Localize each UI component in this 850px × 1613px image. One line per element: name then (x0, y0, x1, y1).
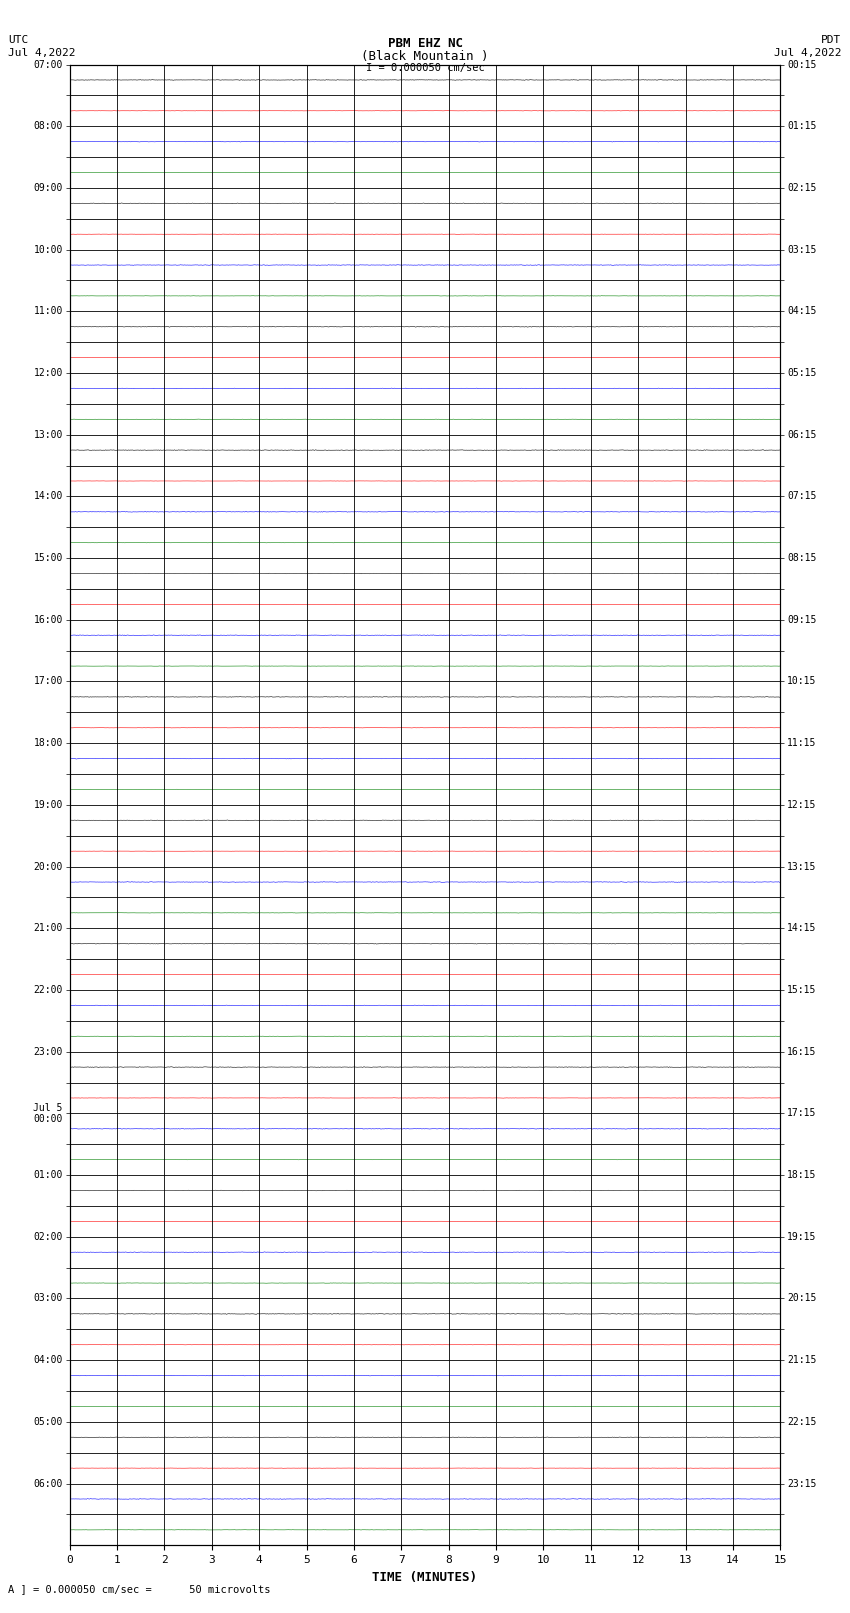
Text: PBM EHZ NC: PBM EHZ NC (388, 37, 462, 50)
Text: I = 0.000050 cm/sec: I = 0.000050 cm/sec (366, 63, 484, 73)
Text: Jul 4,2022: Jul 4,2022 (8, 48, 76, 58)
Text: PDT: PDT (821, 35, 842, 45)
Text: A ] = 0.000050 cm/sec =      50 microvolts: A ] = 0.000050 cm/sec = 50 microvolts (8, 1584, 271, 1594)
X-axis label: TIME (MINUTES): TIME (MINUTES) (372, 1571, 478, 1584)
Text: (Black Mountain ): (Black Mountain ) (361, 50, 489, 63)
Text: Jul 4,2022: Jul 4,2022 (774, 48, 842, 58)
Text: UTC: UTC (8, 35, 29, 45)
